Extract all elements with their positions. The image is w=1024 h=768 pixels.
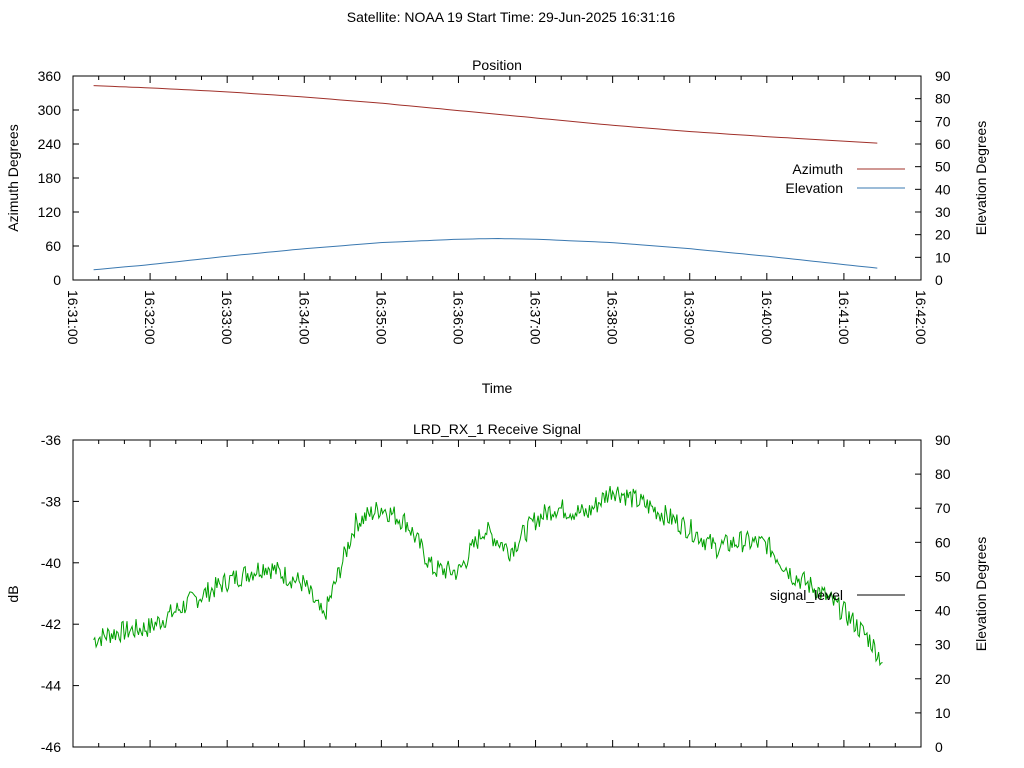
position-right-tick-label: 80 bbox=[935, 91, 951, 107]
signal-chart: LRD_RX_1 Receive Signal dB Elevation Deg… bbox=[5, 421, 989, 755]
signal-right-tick-label: 60 bbox=[935, 534, 951, 550]
legend-label-elevation: Elevation bbox=[785, 180, 843, 196]
position-left-tick-label: 180 bbox=[38, 170, 62, 186]
elevation-line bbox=[93, 237, 878, 271]
position-right-tick-label: 50 bbox=[935, 159, 951, 175]
position-right-ticks: 0 10 20 30 40 50 60 70 80 90 bbox=[915, 68, 951, 288]
azimuth-line bbox=[93, 85, 878, 144]
figure-suptitle: Satellite: NOAA 19 Start Time: 29-Jun-20… bbox=[347, 9, 676, 25]
signal-right-tick-label: 80 bbox=[935, 466, 951, 482]
position-plot-frame bbox=[72, 75, 922, 281]
position-right-tick-label: 40 bbox=[935, 181, 951, 197]
position-series bbox=[93, 85, 878, 271]
signal-left-tick-label: -42 bbox=[41, 616, 61, 632]
signal-level-line bbox=[93, 486, 883, 667]
legend-label-azimuth: Azimuth bbox=[792, 161, 843, 177]
signal-left-tick-label: -36 bbox=[41, 432, 61, 448]
position-right-tick-label: 0 bbox=[935, 272, 943, 288]
position-x-tick-label: 16:40:00 bbox=[759, 290, 775, 345]
signal-left-ticks: -46 -44 -42 -40 -38 -36 bbox=[41, 432, 79, 755]
position-legend: Azimuth Elevation bbox=[785, 161, 905, 196]
signal-right-tick-label: 0 bbox=[935, 739, 943, 755]
position-right-tick-label: 30 bbox=[935, 204, 951, 220]
position-x-tick-label: 16:35:00 bbox=[373, 290, 389, 345]
signal-left-tick-label: -44 bbox=[41, 678, 61, 694]
position-chart: Position Azimuth Degrees Elevation Degre… bbox=[5, 57, 989, 396]
position-x-tick-label: 16:34:00 bbox=[296, 290, 312, 345]
position-left-tick-label: 60 bbox=[45, 238, 61, 254]
signal-right-ticks: 0 10 20 30 40 50 60 70 80 90 bbox=[915, 432, 951, 755]
signal-left-tick-label: -46 bbox=[41, 739, 61, 755]
position-x-tick-label: 16:37:00 bbox=[528, 290, 544, 345]
position-left-tick-label: 300 bbox=[38, 102, 62, 118]
signal-left-tick-label: -38 bbox=[41, 493, 61, 509]
signal-right-tick-label: 20 bbox=[935, 671, 951, 687]
signal-legend: signal_level bbox=[770, 587, 905, 603]
position-x-tick-label: 16:33:00 bbox=[219, 290, 235, 345]
position-right-tick-label: 20 bbox=[935, 227, 951, 243]
position-right-tick-label: 90 bbox=[935, 68, 951, 84]
position-left-tick-label: 360 bbox=[38, 68, 62, 84]
position-left-tick-label: 240 bbox=[38, 136, 62, 152]
position-right-tick-label: 70 bbox=[935, 113, 951, 129]
position-x-tick-label: 16:39:00 bbox=[682, 290, 698, 345]
legend-label-signal-level: signal_level bbox=[770, 587, 843, 603]
position-x-tick-label: 16:42:00 bbox=[913, 290, 929, 345]
position-left-tick-label: 120 bbox=[38, 204, 62, 220]
signal-chart-title: LRD_RX_1 Receive Signal bbox=[413, 421, 581, 437]
position-x-tick-label: 16:38:00 bbox=[605, 290, 621, 345]
position-chart-title: Position bbox=[472, 57, 522, 73]
position-x-tick-label: 16:36:00 bbox=[450, 290, 466, 345]
signal-plot-frame bbox=[72, 439, 922, 748]
signal-y-axis-label: dB bbox=[5, 585, 21, 602]
position-x-ticks: 16:31:00 16:32:00 16:33:00 16:34:00 16:35:00… bbox=[65, 76, 929, 345]
signal-right-tick-label: 70 bbox=[935, 500, 951, 516]
signal-right-tick-label: 40 bbox=[935, 603, 951, 619]
signal-right-tick-label: 10 bbox=[935, 705, 951, 721]
signal-y2-axis-label: Elevation Degrees bbox=[973, 537, 989, 651]
signal-x-ticks bbox=[72, 440, 922, 747]
position-right-tick-label: 10 bbox=[935, 249, 951, 265]
position-right-tick-label: 60 bbox=[935, 136, 951, 152]
position-y2-axis-label: Elevation Degrees bbox=[973, 121, 989, 235]
position-left-tick-label: 0 bbox=[53, 272, 61, 288]
position-x-axis-label: Time bbox=[482, 380, 513, 396]
position-x-tick-label: 16:32:00 bbox=[142, 290, 158, 345]
position-left-ticks: 0 60 120 180 240 300 360 bbox=[38, 68, 79, 288]
position-y-axis-label: Azimuth Degrees bbox=[5, 124, 21, 231]
signal-left-tick-label: -40 bbox=[41, 555, 61, 571]
position-x-tick-label: 16:31:00 bbox=[65, 290, 81, 345]
signal-right-tick-label: 50 bbox=[935, 568, 951, 584]
signal-right-tick-label: 90 bbox=[935, 432, 951, 448]
signal-series bbox=[93, 486, 883, 667]
signal-right-tick-label: 30 bbox=[935, 637, 951, 653]
position-x-tick-label: 16:41:00 bbox=[836, 290, 852, 345]
